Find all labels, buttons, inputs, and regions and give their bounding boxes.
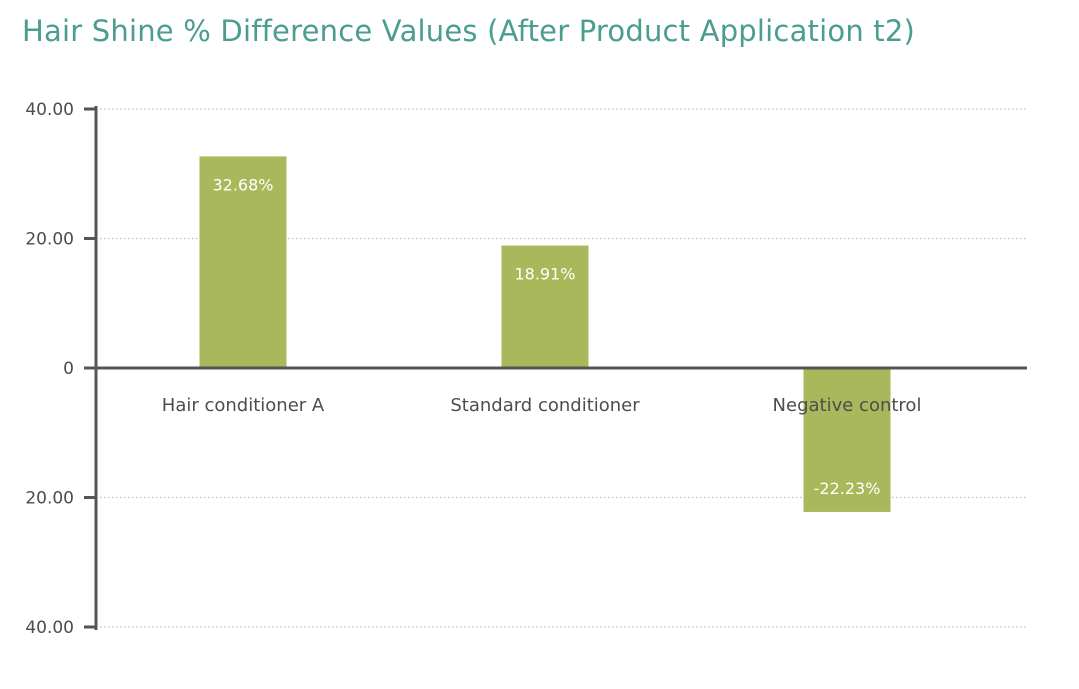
bar-1	[501, 245, 589, 368]
y-tick-label: 0	[63, 359, 74, 379]
y-tick-label: 40.00	[25, 618, 74, 638]
y-tick-label: 20.00	[25, 489, 74, 509]
data-label: -22.23%	[814, 479, 881, 498]
chart-title: Hair Shine % Difference Values (After Pr…	[22, 14, 916, 48]
category-label: Negative control	[773, 395, 922, 416]
data-label: 32.68%	[212, 175, 273, 194]
bar-2	[803, 368, 891, 512]
bar-0	[199, 156, 287, 368]
category-label: Hair conditioner A	[162, 395, 325, 416]
data-label: 18.91%	[514, 265, 575, 284]
y-tick-label: 20.00	[25, 230, 74, 250]
y-tick-label: 40.00	[25, 100, 74, 120]
category-label: Standard conditioner	[450, 395, 640, 416]
